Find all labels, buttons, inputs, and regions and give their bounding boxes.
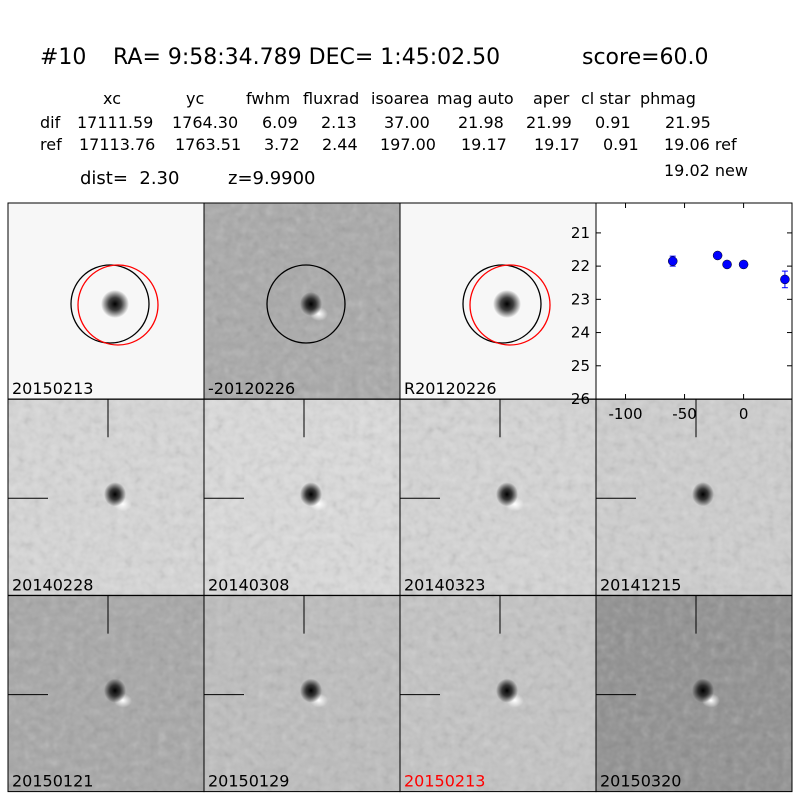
- table-cell: 37.00: [384, 113, 430, 132]
- panel-label: 20140228: [12, 575, 93, 594]
- table-cell: 21.98: [458, 113, 504, 132]
- table-cell: 2.13: [321, 113, 357, 132]
- column-header: fluxrad: [303, 89, 359, 108]
- table-cell: 17113.76: [79, 135, 155, 154]
- point: [722, 259, 732, 270]
- x-tick-label: -50: [672, 405, 697, 423]
- source: [692, 678, 714, 703]
- table-cell: 1764.30: [172, 113, 238, 132]
- y-tick-label: 26: [571, 390, 590, 408]
- aperture: [266, 264, 346, 344]
- plot-area: [595, 202, 793, 400]
- source: [300, 678, 322, 703]
- image-panel: 20140323: [399, 398, 597, 596]
- aperture-ref: [77, 264, 159, 346]
- aperture: [462, 264, 542, 344]
- panel-label: 20140323: [404, 575, 485, 594]
- aperture: [70, 264, 150, 344]
- column-header: isoarea: [371, 89, 429, 108]
- source: [300, 292, 322, 316]
- table-cell: 3.72: [264, 135, 300, 154]
- table-extra: 19.02 new: [664, 161, 748, 180]
- panel-border: [595, 595, 793, 793]
- column-header: yc: [186, 89, 204, 108]
- panel-label: 20150121: [12, 772, 93, 791]
- table-cell: 2.44: [322, 135, 358, 154]
- column-header: aper: [533, 89, 570, 108]
- column-header: cl star: [581, 89, 631, 108]
- x-tick-label: -100: [608, 405, 642, 423]
- table-cell: 21.99: [526, 113, 572, 132]
- column-header: fwhm: [246, 89, 290, 108]
- image-panel: -20120226: [203, 202, 401, 400]
- panel-label: -20120226: [208, 379, 295, 398]
- y-tick-label: 25: [571, 357, 590, 375]
- table-cell: 17111.59: [77, 113, 153, 132]
- table-cell: 197.00: [380, 135, 436, 154]
- panel-label: 20150213: [404, 772, 485, 791]
- panel-label: 20141215: [600, 575, 681, 594]
- image-panel: 20150121: [7, 595, 205, 793]
- row-label: dif: [40, 113, 61, 132]
- source: [104, 678, 126, 703]
- y-tick-label: 21: [571, 224, 590, 242]
- dist: dist= 2.30: [80, 168, 179, 189]
- source: [496, 678, 518, 703]
- source: [101, 290, 129, 318]
- source: [300, 482, 322, 507]
- table-cell: 6.09: [262, 113, 298, 132]
- title-id: #10: [40, 45, 86, 70]
- table-cell: 21.95: [665, 113, 711, 132]
- image-panel: 20140308: [203, 398, 401, 596]
- y-tick-label: 24: [571, 324, 590, 342]
- panel-label: R20120226: [404, 379, 497, 398]
- table-cell: 19.17: [461, 135, 507, 154]
- column-header: mag auto: [437, 89, 514, 108]
- redshift: z=9.9900: [228, 168, 316, 189]
- title-score: score=60.0: [582, 45, 709, 70]
- source: [692, 482, 714, 507]
- panel-label: 20140308: [208, 575, 289, 594]
- x-tick-label: 0: [739, 405, 749, 423]
- column-header: xc: [103, 89, 121, 108]
- panel-label: 20150213: [12, 379, 93, 398]
- table-cell: 0.91: [603, 135, 639, 154]
- table-cell: 1763.51: [175, 135, 241, 154]
- image-panel: 20150320: [595, 595, 793, 793]
- image-panel: 20150129: [203, 595, 401, 793]
- point: [780, 274, 790, 285]
- source: [104, 482, 126, 507]
- panel-label: 20150129: [208, 772, 289, 791]
- table-cell: 0.91: [595, 113, 631, 132]
- image-panel: R20120226: [399, 202, 597, 400]
- column-header: phmag: [640, 89, 696, 108]
- table-cell: 19.06 ref: [664, 135, 737, 154]
- image-panel: 20150213: [399, 595, 597, 793]
- image-panel: 20140228: [7, 398, 205, 596]
- point: [738, 259, 749, 270]
- source: [496, 482, 518, 507]
- image-panel: 20150213: [7, 202, 205, 400]
- panel-label: 20150320: [600, 772, 681, 791]
- point: [712, 250, 723, 261]
- table-cell: 19.17: [534, 135, 580, 154]
- y-tick-label: 22: [571, 257, 590, 275]
- title-coords: RA= 9:58:34.789 DEC= 1:45:02.50: [113, 45, 500, 70]
- row-label: ref: [40, 135, 62, 154]
- image-panel: 20141215: [595, 398, 793, 596]
- point: [667, 256, 678, 266]
- aperture-ref: [469, 264, 551, 346]
- y-tick-label: 23: [571, 290, 590, 308]
- source: [493, 290, 521, 318]
